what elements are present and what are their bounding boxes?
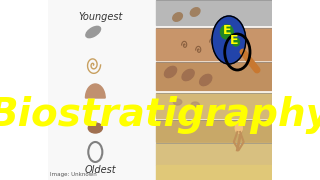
Text: E: E — [230, 34, 239, 47]
Ellipse shape — [200, 74, 212, 86]
Bar — [156, 165, 276, 180]
Bar — [47, 0, 156, 180]
Circle shape — [212, 16, 246, 64]
Bar — [156, 28, 276, 60]
Bar — [156, 143, 276, 165]
Text: Biostratigraphy: Biostratigraphy — [0, 96, 320, 134]
Bar — [156, 120, 276, 142]
Text: Youngest: Youngest — [78, 12, 123, 22]
Bar — [156, 93, 276, 118]
Ellipse shape — [220, 25, 233, 39]
Ellipse shape — [182, 69, 194, 81]
Ellipse shape — [164, 66, 177, 78]
Ellipse shape — [88, 123, 102, 133]
Text: E: E — [223, 24, 232, 37]
Ellipse shape — [191, 102, 199, 108]
Text: Oldest: Oldest — [84, 165, 116, 175]
Ellipse shape — [190, 8, 200, 16]
Wedge shape — [85, 84, 105, 98]
Ellipse shape — [232, 38, 239, 46]
Circle shape — [235, 123, 242, 133]
Ellipse shape — [173, 13, 182, 21]
Bar — [156, 62, 276, 90]
Text: Image: Unknown: Image: Unknown — [50, 172, 96, 177]
Ellipse shape — [173, 99, 182, 105]
Bar — [156, 0, 276, 25]
Ellipse shape — [86, 26, 100, 38]
